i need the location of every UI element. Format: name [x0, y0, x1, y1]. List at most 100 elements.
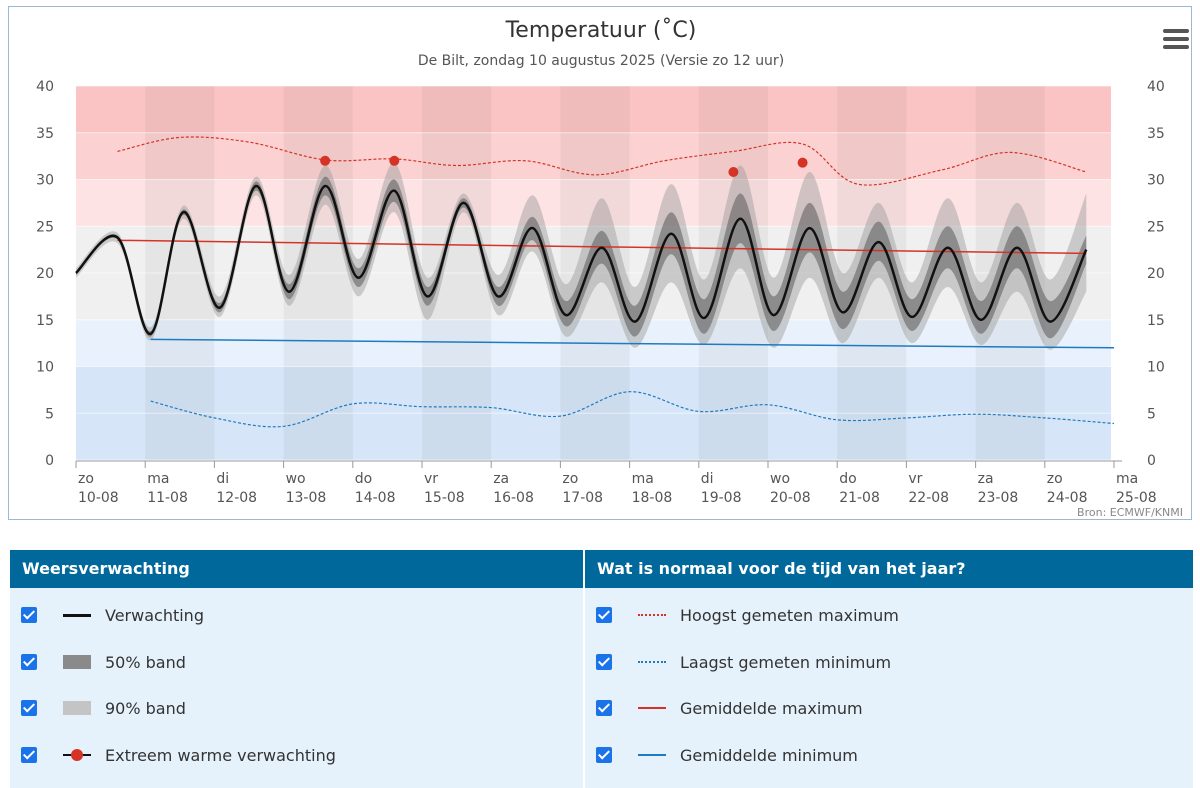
legend-panel: Weersverwachting Verwachting 50% band 90… [10, 550, 1193, 788]
forecast-legend: Weersverwachting Verwachting 50% band 90… [10, 550, 583, 788]
checkbox-checked-icon[interactable] [596, 700, 612, 716]
x-tick-date: 15-08 [424, 490, 465, 506]
checkbox-checked-icon[interactable] [21, 654, 37, 670]
x-tick-day: di [701, 471, 714, 487]
x-tick-date: 14-08 [355, 490, 396, 506]
chart-container: 0 0 5 5 10 10 15 15 20 20 25 25 30 30 35 35 40 40 zo 10-08 m… [8, 6, 1192, 520]
x-tick-day: wo [286, 471, 306, 487]
checkbox-checked-icon[interactable] [596, 654, 612, 670]
legend-toggle-extreme[interactable]: Extreem warme verwachting [21, 740, 336, 770]
laagst-min-line [150, 391, 1115, 428]
y-tick-label-right: 0 [1147, 453, 1156, 469]
x-tick-date: 25-08 [1116, 490, 1157, 506]
red-dot-line-icon [63, 747, 91, 763]
y-tick-label-right: 30 [1147, 173, 1165, 189]
x-tick-day: vr [908, 471, 922, 487]
legend-toggle-hoogst[interactable]: Hoogst gemeten maximum [596, 600, 899, 630]
hamburger-menu-icon[interactable] [1163, 29, 1189, 51]
legend-label: Gemiddelde maximum [680, 698, 863, 718]
x-tick-date: 22-08 [908, 490, 949, 506]
blue-line-icon [638, 747, 666, 763]
legend-toggle-gem-max[interactable]: Gemiddelde maximum [596, 693, 863, 723]
legend-label: 90% band [105, 698, 186, 718]
legend-label: Laagst gemeten minimum [680, 652, 892, 672]
y-tick-label-right: 15 [1147, 313, 1165, 329]
temperature-band [76, 132, 1111, 180]
checkbox-checked-icon[interactable] [21, 700, 37, 716]
background-bands [76, 86, 1111, 460]
x-tick-date: 18-08 [632, 490, 673, 506]
legend-label: Gemiddelde minimum [680, 745, 858, 765]
x-tick-day: vr [424, 471, 438, 487]
forecast-legend-header: Weersverwachting [10, 550, 583, 588]
dark-band-icon [63, 654, 91, 670]
temperature-band [76, 86, 1111, 133]
y-tick-label-left: 35 [36, 126, 54, 142]
checkbox-checked-icon[interactable] [596, 607, 612, 623]
checkbox-checked-icon[interactable] [596, 747, 612, 763]
x-tick-date: 21-08 [839, 490, 880, 506]
x-tick-day: wo [770, 471, 790, 487]
axes: 0 0 5 5 10 10 15 15 20 20 25 25 30 30 35 35 40 40 zo 10-08 m… [36, 79, 1165, 506]
chart-credit: Bron: ECMWF/KNMI [1077, 506, 1183, 519]
red-line-icon [638, 700, 666, 716]
y-tick-label-right: 5 [1147, 406, 1156, 422]
x-tick-day: za [493, 471, 509, 487]
legend-toggle-gem-min[interactable]: Gemiddelde minimum [596, 740, 858, 770]
legend-toggle-90-band[interactable]: 90% band [21, 693, 186, 723]
chart-title: Temperatuur (˚C) [505, 18, 697, 43]
series-layer [75, 136, 1115, 428]
gem-min-line [150, 338, 1115, 349]
x-tick-date: 12-08 [216, 490, 257, 506]
x-tick-day: zo [1047, 471, 1063, 487]
x-tick-date: 24-08 [1047, 490, 1088, 506]
y-tick-label-right: 40 [1147, 79, 1165, 95]
x-tick-date: 13-08 [286, 490, 327, 506]
forecast-line [75, 184, 1088, 336]
x-tick-date: 17-08 [562, 490, 603, 506]
x-tick-day: do [355, 471, 372, 487]
x-tick-day: ma [632, 471, 654, 487]
legend-toggle-laagst[interactable]: Laagst gemeten minimum [596, 647, 891, 677]
x-tick-day: di [216, 471, 229, 487]
normal-legend-header: Wat is normaal voor de tijd van het jaar… [585, 550, 1193, 588]
x-tick-date: 16-08 [493, 490, 534, 506]
red-dotted-line-icon [638, 607, 666, 623]
y-tick-label-left: 40 [36, 79, 54, 95]
x-tick-date: 10-08 [78, 490, 119, 506]
x-tick-date: 20-08 [770, 490, 811, 506]
x-tick-date: 23-08 [978, 490, 1019, 506]
light-band-icon [63, 700, 91, 716]
legend-label: Hoogst gemeten maximum [680, 605, 899, 625]
legend-toggle-verwachting[interactable]: Verwachting [21, 600, 204, 630]
x-tick-day: za [978, 471, 994, 487]
hoogst-max-line [117, 136, 1087, 186]
gridlines [76, 85, 1111, 461]
y-tick-label-right: 10 [1147, 360, 1165, 376]
extreme-warm-point [389, 155, 400, 166]
checkbox-checked-icon[interactable] [21, 747, 37, 763]
x-tick-day: zo [562, 471, 578, 487]
temperature-chart: 0 0 5 5 10 10 15 15 20 20 25 25 30 30 35 35 40 40 zo 10-08 m… [36, 18, 1183, 519]
y-tick-label-right: 25 [1147, 219, 1165, 235]
normal-legend: Wat is normaal voor de tijd van het jaar… [585, 550, 1193, 788]
y-tick-label-left: 25 [36, 219, 54, 235]
y-tick-label-right: 20 [1147, 266, 1165, 282]
legend-label: Verwachting [105, 605, 204, 625]
black-line-icon [63, 607, 91, 623]
x-tick-day: ma [147, 471, 169, 487]
y-tick-label-left: 20 [36, 266, 54, 282]
x-tick-date: 19-08 [701, 490, 742, 506]
checkbox-checked-icon[interactable] [21, 607, 37, 623]
x-tick-day: do [839, 471, 856, 487]
x-tick-date: 11-08 [147, 490, 188, 506]
legend-divider [583, 550, 585, 788]
legend-toggle-50-band[interactable]: 50% band [21, 647, 186, 677]
y-tick-label-left: 5 [45, 406, 54, 422]
y-tick-label-left: 0 [45, 453, 54, 469]
legend-label: Extreem warme verwachting [105, 745, 336, 765]
x-tick-day: ma [1116, 471, 1138, 487]
blue-dotted-line-icon [638, 654, 666, 670]
y-tick-label-left: 10 [36, 360, 54, 376]
y-tick-label-left: 15 [36, 313, 54, 329]
